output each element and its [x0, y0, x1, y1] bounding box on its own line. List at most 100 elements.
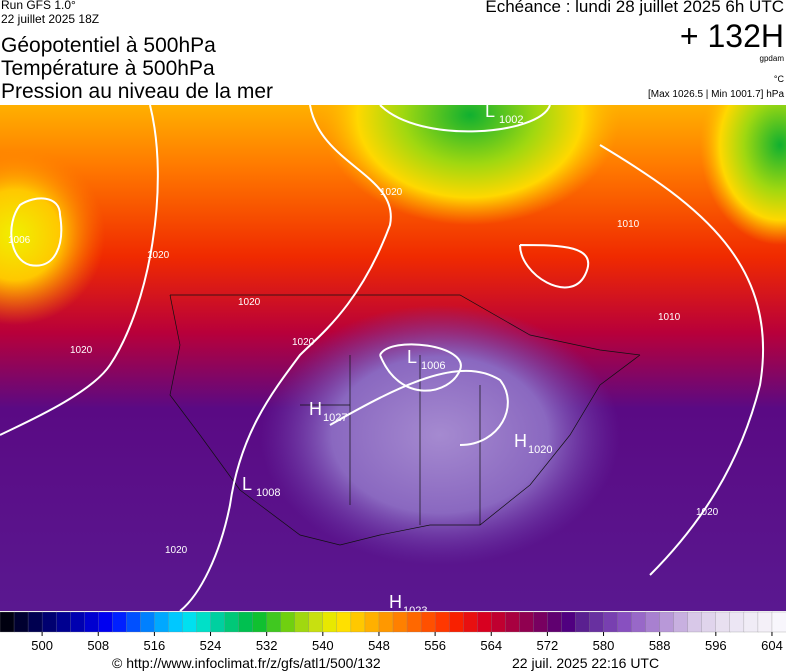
tick-label: 572: [537, 638, 559, 653]
isobar-label: 1020: [292, 337, 315, 348]
color-cell: [70, 611, 85, 633]
color-cell: [463, 611, 478, 633]
run-date: 22 juillet 2025 18Z: [1, 12, 100, 26]
color-cell: [13, 611, 29, 633]
center-value: 1002: [499, 114, 523, 126]
isobar-label: 1020: [238, 297, 261, 308]
color-cell: [743, 611, 759, 633]
color-cell: [448, 611, 464, 633]
color-cell: [140, 611, 156, 633]
isobar-label: 1020: [165, 545, 188, 556]
run-label: Run GFS 1.0°: [1, 0, 76, 12]
color-cell: [673, 611, 689, 633]
color-cell: [434, 611, 450, 633]
center-value: 1023: [403, 605, 427, 611]
unit-geo: gpdam: [759, 54, 784, 63]
color-cell: [687, 611, 703, 633]
tick-label: 588: [649, 638, 671, 653]
color-cell: [182, 611, 198, 633]
tick-label: 500: [31, 638, 53, 653]
color-cell: [533, 611, 549, 633]
color-cell: [27, 611, 43, 633]
color-cell: [322, 611, 338, 633]
field: [700, 105, 786, 245]
echeance: Echéance : lundi 28 juillet 2025 6h UTC: [485, 0, 784, 16]
center-value: 1008: [256, 487, 280, 499]
center-letter: L: [407, 347, 417, 367]
color-cell: [364, 611, 380, 633]
tick-label: 524: [200, 638, 222, 653]
color-cell: [252, 611, 268, 633]
field: [320, 105, 620, 225]
color-cell: [757, 611, 773, 633]
color-cell: [547, 611, 563, 633]
color-cell: [771, 611, 786, 633]
color-cell: [0, 611, 15, 633]
title: Pression au niveau de la mer: [1, 80, 273, 103]
color-cell: [603, 611, 619, 633]
color-cell: [406, 611, 422, 633]
center-letter: H: [514, 431, 527, 451]
lead-time: + 132H: [679, 18, 784, 54]
color-cell: [729, 611, 745, 633]
color-cell: [224, 611, 240, 633]
color-cell: [378, 611, 394, 633]
tick-label: 604: [761, 638, 783, 653]
isobar-label: 1006: [8, 235, 31, 246]
color-cell: [84, 611, 99, 633]
title: Géopotentiel à 500hPa: [1, 34, 216, 57]
isobar-label: 1020: [147, 250, 170, 261]
title: Température à 500hPa: [1, 57, 215, 80]
color-cell: [392, 611, 408, 633]
color-cell: [491, 611, 506, 633]
color-cell: [701, 611, 717, 633]
tick-label: 564: [480, 638, 502, 653]
color-cell: [168, 611, 184, 633]
source-url: © http://www.infoclimat.fr/z/gfs/atl1/50…: [112, 655, 381, 671]
center-value: 1020: [528, 444, 552, 456]
center-letter: L: [485, 105, 495, 121]
color-cell: [266, 611, 282, 633]
timestamp: 22 juil. 2025 22:16 UTC: [512, 655, 660, 671]
color-cell: [519, 611, 535, 633]
tick-label: 508: [87, 638, 109, 653]
tick-label: 548: [368, 638, 390, 653]
color-cell: [715, 611, 731, 633]
color-cell: [154, 611, 170, 633]
color-cell: [659, 611, 675, 633]
tick-label: 532: [256, 638, 278, 653]
isobar-label: 1020: [70, 345, 93, 356]
isobar-label: 1010: [617, 219, 640, 230]
color-cell: [420, 611, 436, 633]
color-cell: [575, 611, 591, 633]
color-cell: [280, 611, 296, 633]
colorbar: 500 508 516 524 532 540 548 556 564 572 580 588 596 6…: [0, 611, 786, 653]
field: [0, 145, 105, 325]
color-cell: [55, 611, 71, 633]
color-cell: [561, 611, 577, 633]
color-cell: [126, 611, 142, 633]
color-cell: [589, 611, 605, 633]
color-cell: [210, 611, 226, 633]
color-cell: [308, 611, 324, 633]
isobar-label: 1020: [380, 187, 403, 198]
isobars: [0, 105, 765, 611]
color-cell: [41, 611, 57, 633]
center-value: 1006: [421, 360, 445, 372]
color-cell: [294, 611, 310, 633]
center-letter: H: [309, 399, 322, 419]
borders: [169, 294, 641, 546]
color-cell: [631, 611, 647, 633]
color-cell: [336, 611, 352, 633]
color-cell: [196, 611, 212, 633]
center-letter: L: [242, 474, 252, 494]
color-cell: [645, 611, 661, 633]
center-letter: H: [389, 592, 402, 611]
color-cell: [350, 611, 366, 633]
color-cell: [112, 611, 127, 633]
tick-label: 556: [424, 638, 446, 653]
center-value: 1027: [323, 412, 347, 424]
color-cell: [477, 611, 492, 633]
